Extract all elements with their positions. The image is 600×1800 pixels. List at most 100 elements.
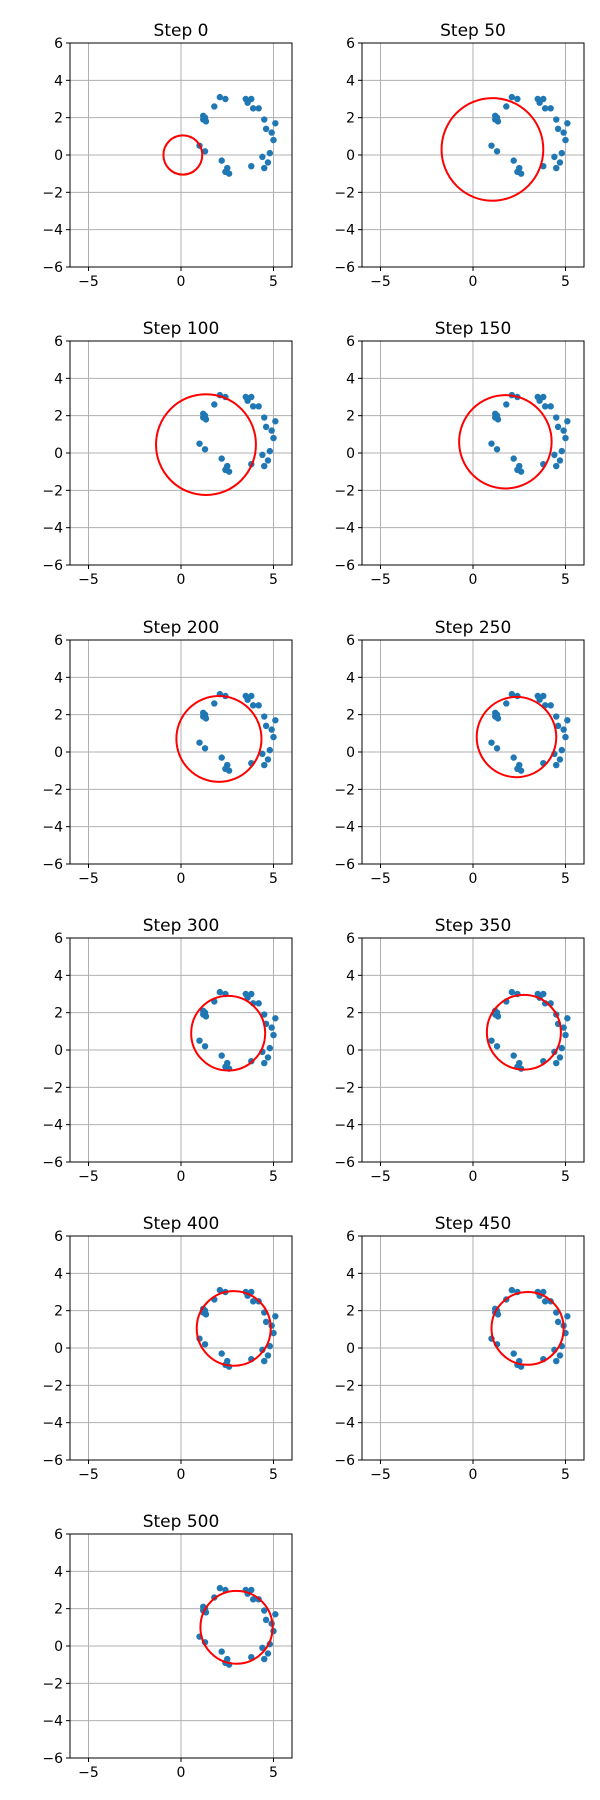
- x-tick-label: 5: [561, 572, 570, 588]
- data-point: [553, 116, 560, 123]
- axes-panel-step-250: Step 250 −5 0 5 6 4 2 0 −2 −4 −6: [334, 618, 585, 887]
- data-point: [244, 99, 251, 106]
- x-tick-label: −5: [370, 274, 391, 290]
- data-point: [547, 702, 554, 709]
- data-point: [259, 451, 266, 459]
- y-tick-label: −6: [42, 1751, 63, 1767]
- y-tick-label: 4: [54, 371, 63, 387]
- axes-title: Step 50: [440, 21, 506, 41]
- x-tick-label: 5: [269, 871, 278, 887]
- x-tick-label: 0: [177, 1467, 186, 1483]
- data-point: [216, 1584, 224, 1592]
- data-point: [547, 403, 554, 410]
- data-point: [270, 1329, 277, 1337]
- axes-title: Step 150: [435, 319, 512, 339]
- data-point: [564, 1313, 571, 1320]
- data-point: [244, 397, 251, 404]
- data-point: [270, 1031, 277, 1039]
- data-point: [488, 1037, 495, 1044]
- data-point: [201, 148, 209, 155]
- axes-panel-step-200: Step 200 −5 0 5 6 4 2 0 −2 −4 −6: [42, 618, 293, 887]
- axes-title: Step 350: [435, 916, 512, 936]
- axes-panel-step-100: Step 100 −5 0 5 6 4 2 0 −2 −4 −6: [42, 319, 293, 588]
- data-point: [556, 159, 564, 166]
- data-point: [218, 1648, 225, 1655]
- data-point: [510, 157, 517, 164]
- x-tick-label: 5: [561, 871, 570, 887]
- axes-title: Step 0: [154, 21, 209, 41]
- scatter-series: [488, 1286, 571, 1370]
- data-point: [249, 702, 257, 709]
- y-tick-label: −6: [334, 857, 355, 873]
- data-point: [488, 739, 495, 746]
- data-point: [261, 462, 268, 470]
- data-point: [562, 136, 569, 144]
- y-tick-label: 4: [346, 73, 355, 89]
- x-tick-label: 0: [177, 1765, 186, 1781]
- data-point: [216, 1286, 224, 1294]
- y-tick-label: −6: [334, 260, 355, 276]
- data-point: [261, 1607, 268, 1614]
- data-point: [196, 1037, 203, 1044]
- x-tick-label: 0: [177, 871, 186, 887]
- data-point: [494, 416, 502, 423]
- data-point: [201, 446, 209, 453]
- data-point: [202, 715, 210, 722]
- data-point: [202, 416, 210, 423]
- data-point: [541, 1298, 549, 1305]
- data-point: [494, 715, 502, 722]
- y-tick-label: 4: [346, 670, 355, 686]
- y-tick-label: 6: [346, 931, 355, 947]
- data-point: [508, 93, 516, 101]
- y-tick-label: −4: [42, 1118, 63, 1134]
- data-point: [508, 690, 516, 698]
- y-tick-label: −4: [334, 521, 355, 537]
- x-tick-label: −5: [370, 1169, 391, 1185]
- y-tick-label: −2: [42, 1080, 63, 1096]
- data-point: [558, 149, 565, 157]
- y-tick-label: −2: [42, 483, 63, 499]
- data-point: [261, 414, 268, 421]
- data-point: [536, 696, 543, 703]
- data-point: [272, 1015, 279, 1022]
- data-point: [259, 750, 266, 758]
- y-tick-label: 6: [346, 1229, 355, 1245]
- scatter-series: [196, 93, 279, 177]
- x-tick-label: −5: [78, 1467, 99, 1483]
- y-tick-label: 0: [346, 745, 355, 761]
- x-tick-label: 0: [469, 1467, 478, 1483]
- data-point: [264, 457, 272, 464]
- data-point: [558, 1044, 565, 1052]
- data-point: [264, 1650, 272, 1657]
- data-point: [553, 761, 560, 769]
- data-point: [493, 446, 501, 453]
- x-tick-label: 5: [561, 274, 570, 290]
- data-point: [488, 142, 495, 149]
- y-tick-label: 2: [346, 1304, 355, 1320]
- y-tick-label: 4: [54, 73, 63, 89]
- data-point: [562, 733, 569, 741]
- data-point: [264, 1352, 272, 1359]
- data-point: [514, 95, 521, 103]
- y-tick-label: 6: [54, 1527, 63, 1543]
- data-point: [508, 988, 516, 996]
- data-point: [196, 440, 203, 447]
- y-tick-label: 0: [346, 148, 355, 164]
- data-point: [249, 105, 257, 112]
- data-point: [264, 159, 272, 166]
- y-tick-label: 4: [54, 1266, 63, 1282]
- data-point: [272, 1313, 279, 1320]
- scatter-series: [488, 93, 571, 177]
- data-point: [547, 105, 554, 112]
- y-tick-label: −6: [334, 558, 355, 574]
- x-tick-label: 0: [469, 1169, 478, 1185]
- axes-panel-step-500: Step 500 −5 0 5 6 4 2 0 −2 −4 −6: [42, 1512, 293, 1781]
- x-tick-label: −5: [78, 1169, 99, 1185]
- y-tick-label: 4: [346, 968, 355, 984]
- data-point: [255, 1000, 262, 1007]
- data-point: [494, 1311, 502, 1318]
- x-tick-label: −5: [370, 572, 391, 588]
- y-tick-label: −4: [334, 820, 355, 836]
- fitted-circle: [485, 993, 562, 1071]
- y-tick-label: 6: [54, 1229, 63, 1245]
